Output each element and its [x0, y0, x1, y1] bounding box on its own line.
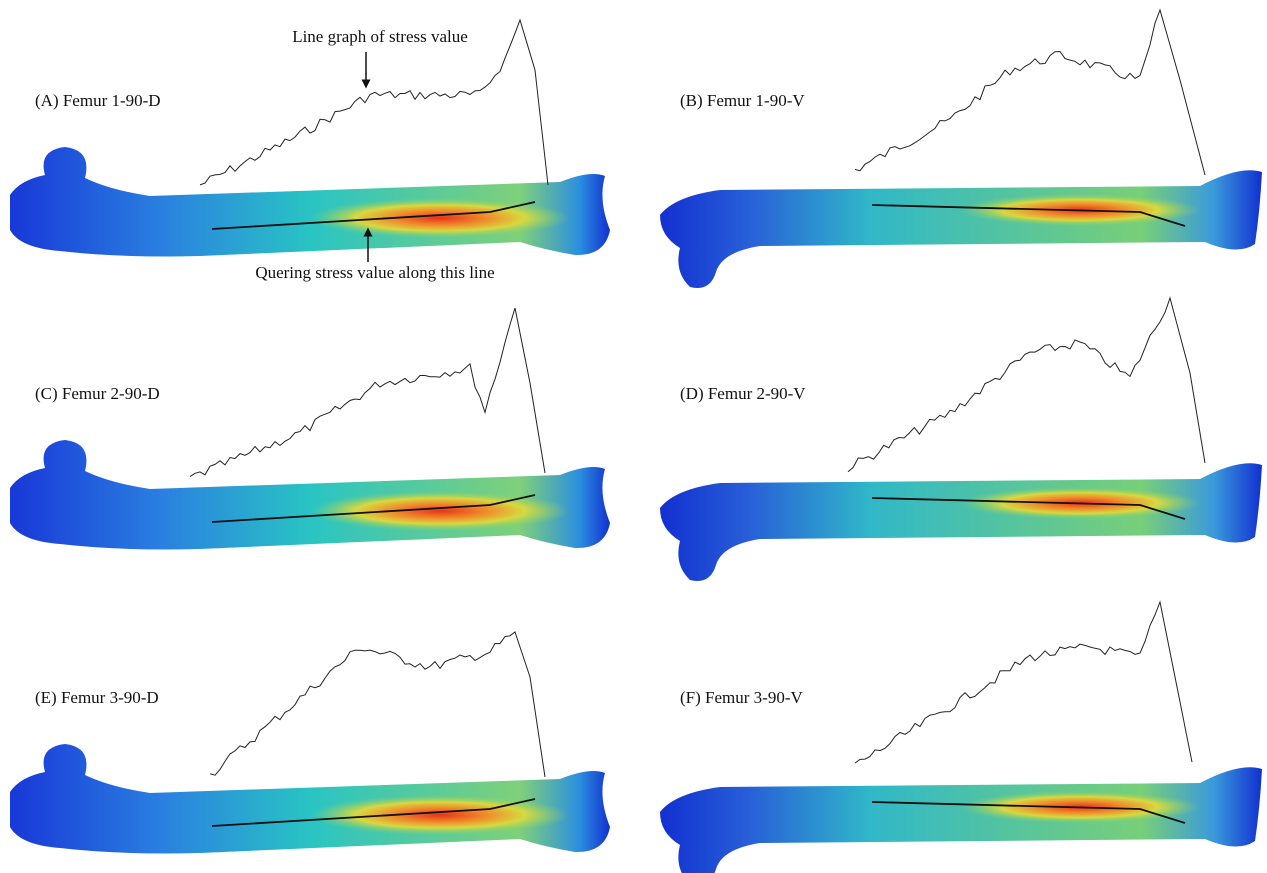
annotation: Quering stress value along this line	[255, 263, 494, 282]
femur	[660, 767, 1262, 873]
femur	[10, 744, 610, 853]
panel-label: (E) Femur 3-90-D	[35, 688, 159, 707]
femur	[10, 147, 610, 256]
figure: (A) Femur 1-90-D (B) Femur 1-90-V (C) Femu…	[0, 0, 1267, 873]
panel: (F) Femur 3-90-V	[660, 602, 1262, 873]
panel-label: (B) Femur 1-90-V	[680, 91, 805, 110]
panel-label: (C) Femur 2-90-D	[35, 384, 160, 403]
panel: (A) Femur 1-90-D	[10, 20, 610, 256]
stress-graph	[210, 632, 545, 777]
stress-hotspot	[310, 795, 570, 835]
stress-graph	[190, 308, 545, 477]
panels: (A) Femur 1-90-D (B) Femur 1-90-V (C) Femu…	[10, 10, 1262, 873]
femur	[660, 170, 1262, 288]
femur	[10, 440, 610, 549]
stress-hotspot	[310, 491, 570, 531]
stress-graph	[855, 602, 1192, 763]
panel-label: (D) Femur 2-90-V	[680, 384, 806, 403]
panel-label: (A) Femur 1-90-D	[35, 91, 161, 110]
panel-label: (F) Femur 3-90-V	[680, 688, 803, 707]
stress-graph	[855, 10, 1205, 175]
stress-hotspot	[310, 198, 570, 238]
stress-graph	[848, 298, 1205, 472]
panel: (C) Femur 2-90-D	[10, 308, 610, 549]
femur	[660, 463, 1262, 581]
panel: (E) Femur 3-90-D	[10, 632, 610, 853]
panel: (D) Femur 2-90-V	[660, 298, 1262, 581]
annotation: Line graph of stress value	[292, 27, 468, 46]
panel: (B) Femur 1-90-V	[660, 10, 1262, 288]
